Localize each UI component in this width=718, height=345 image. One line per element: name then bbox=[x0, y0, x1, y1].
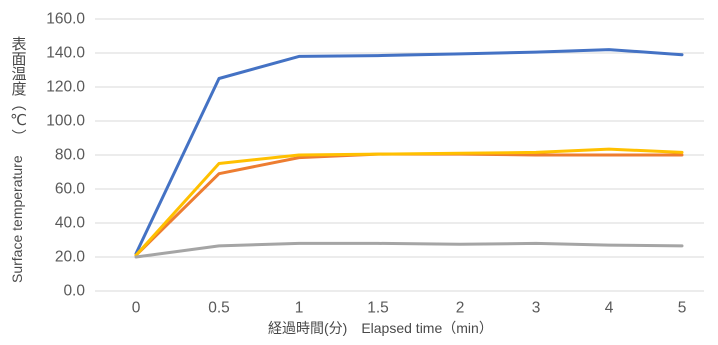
series-line-1 bbox=[134, 48, 684, 256]
series-line-3 bbox=[134, 147, 684, 257]
y-tick-label: 100.0 bbox=[46, 113, 85, 130]
y-tick-label: 20.0 bbox=[55, 249, 86, 266]
y-axis-title-jp: 表面温度（℃） bbox=[10, 36, 27, 144]
x-tick-label: 0 bbox=[132, 300, 141, 317]
x-axis-title: 経過時間(分) Elapsed time（min） bbox=[268, 320, 493, 336]
y-tick-label: 140.0 bbox=[46, 45, 85, 62]
y-tick-label: 40.0 bbox=[55, 215, 86, 232]
y-tick-label: 80.0 bbox=[55, 147, 86, 164]
y-tick-label: 60.0 bbox=[55, 181, 86, 198]
y-tick-label: 160.0 bbox=[46, 11, 85, 28]
series-line-2 bbox=[134, 152, 684, 257]
x-axis-ticks: 0 0.5 1 1.5 2 3 4 5 bbox=[132, 300, 687, 317]
y-axis-title: Surface temperature bbox=[9, 155, 25, 283]
y-axis-ticks: 0.0 20.0 40.0 60.0 80.0 100.0 120.0 140.0 160.0 bbox=[46, 11, 85, 300]
series-line-4 bbox=[134, 241, 684, 259]
x-tick-label: 5 bbox=[678, 300, 687, 317]
x-tick-label: 2 bbox=[456, 300, 465, 317]
x-tick-label: 1.5 bbox=[367, 300, 389, 317]
x-tick-label: 4 bbox=[605, 300, 614, 317]
x-tick-label: 0.5 bbox=[208, 300, 230, 317]
y-tick-label: 120.0 bbox=[46, 79, 85, 96]
y-tick-label: 0.0 bbox=[63, 283, 85, 300]
series-lines bbox=[134, 48, 684, 259]
x-tick-label: 1 bbox=[295, 300, 304, 317]
x-tick-label: 3 bbox=[532, 300, 541, 317]
